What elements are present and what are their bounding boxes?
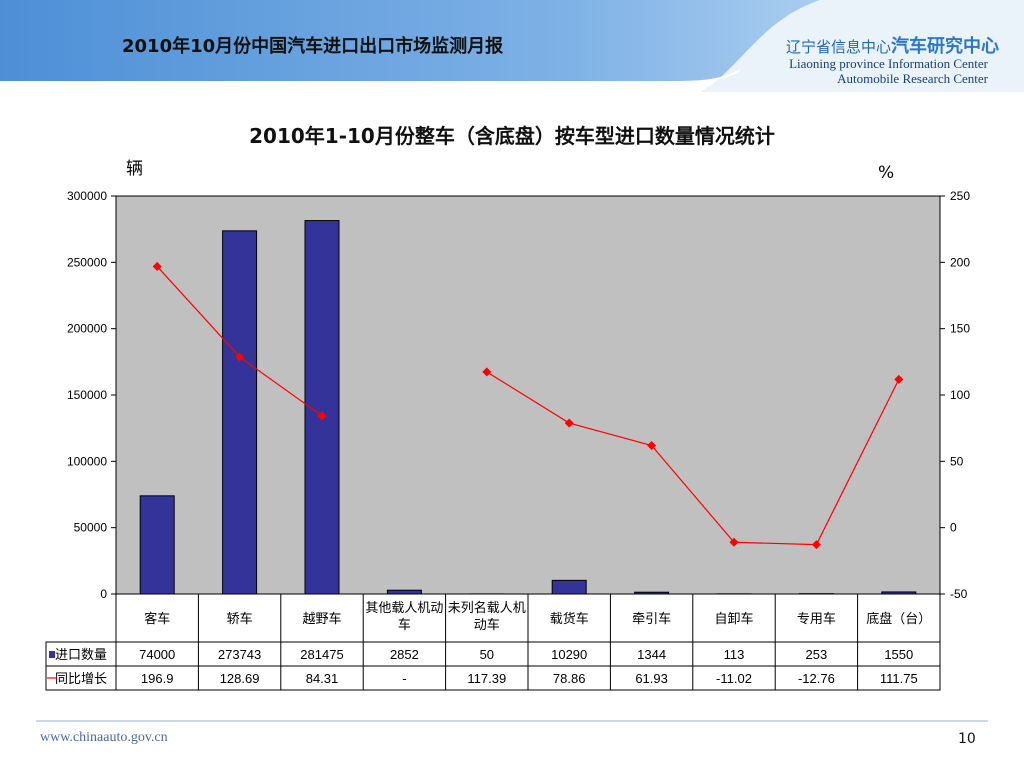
left-tick-label: 0 xyxy=(100,587,107,601)
axes-layer: 300000 250000 200000 150000 100000 50000 0 250 2… xyxy=(67,189,970,601)
right-tick-label: 100 xyxy=(950,388,970,402)
category-label: 客车 xyxy=(144,611,170,627)
table-value-cell: 10290 xyxy=(551,647,587,662)
chart-title: 2010年1-10月份整车（含底盘）按车型进口数量情况统计 xyxy=(249,124,775,148)
bar xyxy=(139,495,175,595)
row-header-bar-series: 进口数量 xyxy=(55,648,107,663)
line-point xyxy=(729,537,739,547)
table-value-cell: 61.93 xyxy=(635,671,668,686)
table-value-cell: 1550 xyxy=(884,647,913,662)
table-value-cell: 78.86 xyxy=(553,671,586,686)
bar xyxy=(222,230,258,595)
category-label: 专用车 xyxy=(797,611,836,627)
slide-title: 2010年10月份中国汽车进口出口市场监测月报 xyxy=(122,36,504,57)
line-point xyxy=(152,261,162,271)
table-value-cell: -12.76 xyxy=(798,671,835,686)
line-point xyxy=(647,440,657,451)
table-value-cell: 281475 xyxy=(300,647,343,662)
category-label: 越野车 xyxy=(302,611,341,627)
right-tick-label: 0 xyxy=(950,521,957,535)
right-unit-label: % xyxy=(878,163,894,183)
table-value-cell: - xyxy=(402,671,406,686)
right-tick-label: 150 xyxy=(950,322,970,336)
header-band xyxy=(0,0,1024,92)
bar xyxy=(551,579,587,595)
table-value-cell: 113 xyxy=(724,647,745,662)
table-value-cell: 2852 xyxy=(390,647,419,662)
table-value-cell: 128.69 xyxy=(220,671,260,686)
table-value-cell: 84.31 xyxy=(306,671,339,686)
legend-swatch-bar xyxy=(49,651,55,658)
table-value-cell: 196.9 xyxy=(141,671,174,686)
table-value-cell: 117.39 xyxy=(467,671,506,686)
footer-rule xyxy=(36,720,988,722)
left-tick-label: 150000 xyxy=(67,388,107,402)
category-label: 牵引车 xyxy=(632,611,671,627)
table-value-cell: 74000 xyxy=(139,647,175,662)
category-label: 底盘（台） xyxy=(866,611,931,627)
category-label: 载货车 xyxy=(550,611,589,627)
org-name-en-line1: Liaoning province Information Center xyxy=(789,56,988,71)
category-label: 轿车 xyxy=(227,611,253,627)
right-tick-label: 200 xyxy=(950,255,970,269)
left-tick-label: 300000 xyxy=(67,189,107,203)
left-tick-label: 100000 xyxy=(67,454,107,468)
bar xyxy=(386,589,422,595)
org-name-cn: 辽宁省信息中心汽车研究中心 xyxy=(786,36,1000,57)
left-unit-label: 辆 xyxy=(126,159,143,179)
left-tick-label: 200000 xyxy=(67,322,107,336)
line-point xyxy=(894,374,904,384)
footer-url[interactable]: www.chinaauto.gov.cn xyxy=(40,730,168,745)
category-label: 其他载人机动车 xyxy=(365,601,443,633)
left-tick-label: 250000 xyxy=(67,255,107,269)
category-label: 未列名载人机动车 xyxy=(448,600,526,633)
category-label: 自卸车 xyxy=(714,611,753,627)
table-value-cell: 111.75 xyxy=(880,671,918,686)
right-tick-label: -50 xyxy=(950,587,968,601)
table-value-cell: 273743 xyxy=(218,647,261,662)
table-value-cell: 50 xyxy=(480,647,494,662)
line-point xyxy=(811,540,821,550)
table-value-cell: 1344 xyxy=(637,647,666,662)
org-name-en-line2: Automobile Research Center xyxy=(837,71,988,86)
row-header-line-series: 同比增长 xyxy=(55,672,107,687)
right-tick-label: 50 xyxy=(950,454,964,468)
table-value-cell: 253 xyxy=(806,647,828,662)
line-series-segment xyxy=(486,371,900,546)
right-tick-label: 250 xyxy=(950,189,970,203)
left-tick-label: 50000 xyxy=(74,521,108,535)
table-value-cell: -11.02 xyxy=(716,671,752,686)
page-number: 10 xyxy=(958,731,976,747)
